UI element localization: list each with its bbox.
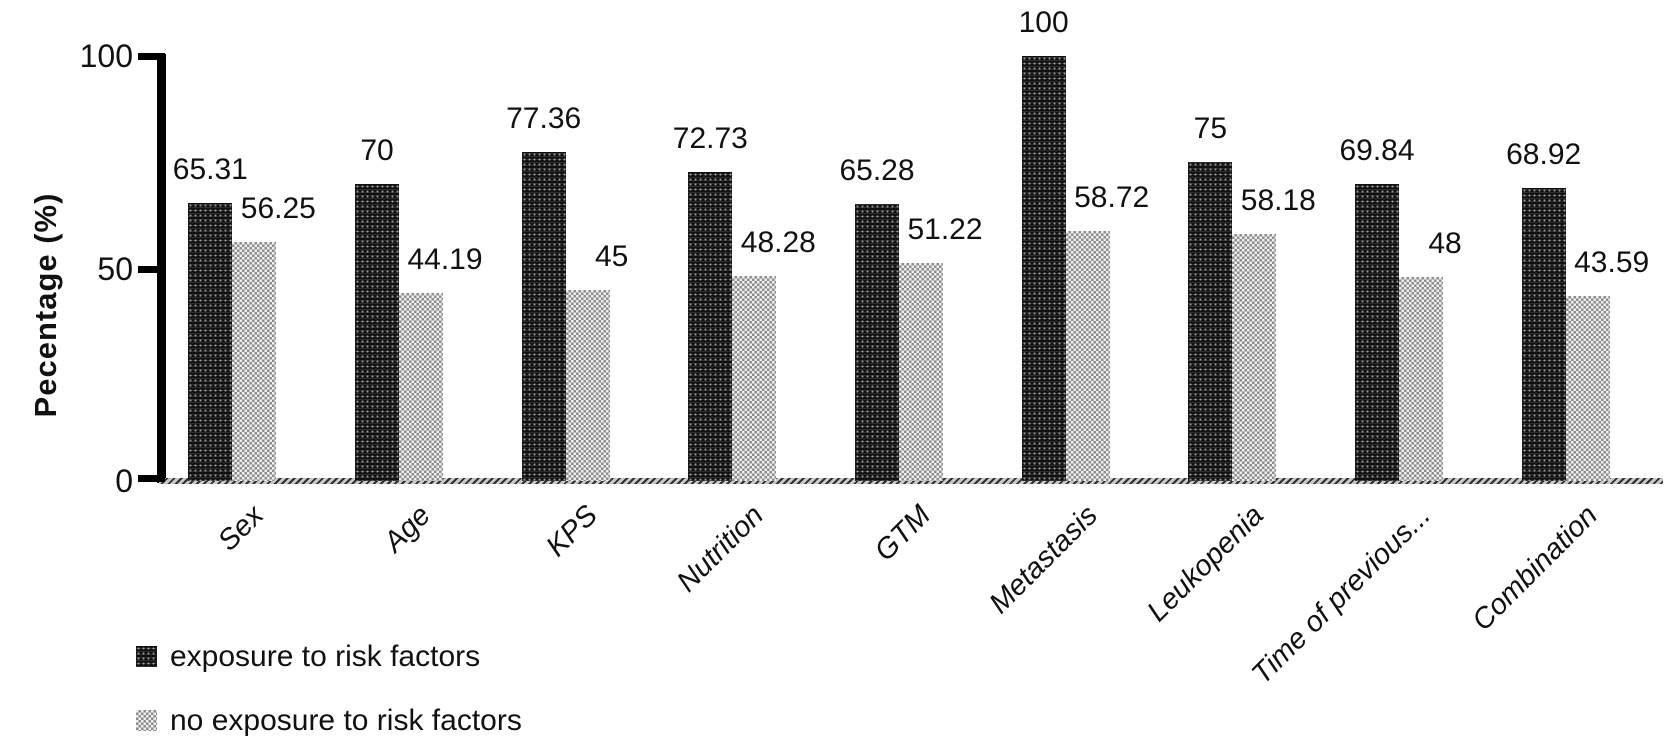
bar-no-exposure-age (399, 293, 443, 481)
value-label: 65.28 (839, 153, 915, 187)
bar-no-exposure-combination (1565, 295, 1610, 481)
value-label: 56.25 (240, 191, 316, 225)
legend-label: exposure to risk factors (170, 640, 481, 673)
value-label: 43.59 (1574, 245, 1650, 279)
bar-no-exposure-time-of-previous- (1399, 277, 1443, 481)
bar-exposure-time-of-previous- (1355, 184, 1399, 481)
bar-exposure-age (355, 183, 399, 481)
plot-area: 65.31 56.25 70 44.19 77.36 45 72.73 48.28 65.28 5… (163, 8, 1663, 481)
y-tick-label: 100 (79, 38, 133, 74)
value-label: 48 (1428, 227, 1462, 260)
y-axis-title: Pecentage (%) (28, 192, 63, 418)
y-tick-label: 50 (97, 250, 133, 287)
y-tick-mark (138, 53, 165, 60)
value-label: 75 (1193, 112, 1228, 146)
bar-exposure-metastasis (1021, 56, 1066, 481)
value-label: 51.22 (907, 213, 983, 247)
bar-no-exposure-leukopenia (1232, 233, 1277, 481)
value-label: 77.36 (506, 102, 582, 136)
bar-no-exposure-metastasis (1065, 231, 1110, 481)
value-label: 58.72 (1074, 181, 1150, 215)
value-label: 72.73 (672, 121, 748, 155)
y-tick-mark (138, 475, 165, 482)
bar-exposure-nutrition (688, 171, 733, 481)
y-tick-mark (138, 265, 165, 273)
bar-exposure-leukopenia (1188, 162, 1233, 481)
bar-exposure-gtm (855, 203, 899, 481)
bar-no-exposure-nutrition (732, 275, 777, 481)
bar-no-exposure-sex (232, 241, 277, 481)
bar-no-exposure-kps (565, 289, 610, 481)
value-label: 100 (1018, 6, 1069, 39)
value-label: 65.31 (172, 153, 248, 187)
bar-no-exposure-gtm (899, 263, 943, 481)
value-label: 58.18 (1240, 183, 1316, 217)
x-axis-line (159, 478, 1663, 484)
bar-exposure-sex (188, 203, 233, 481)
legend-swatch-exposure (136, 646, 157, 667)
legend-label: no exposure to risk factors (170, 704, 522, 737)
value-label: 70 (360, 133, 394, 167)
bar-exposure-kps (521, 152, 566, 481)
bar-exposure-combination (1521, 188, 1566, 481)
value-label: 48.28 (740, 225, 816, 259)
legend-swatch-no-exposure (136, 710, 157, 731)
value-label: 45 (594, 239, 629, 273)
value-label: 69.84 (1339, 134, 1415, 168)
value-label: 44.19 (407, 243, 483, 277)
value-label: 68.92 (1506, 138, 1582, 172)
y-tick-label: 0 (115, 463, 133, 499)
